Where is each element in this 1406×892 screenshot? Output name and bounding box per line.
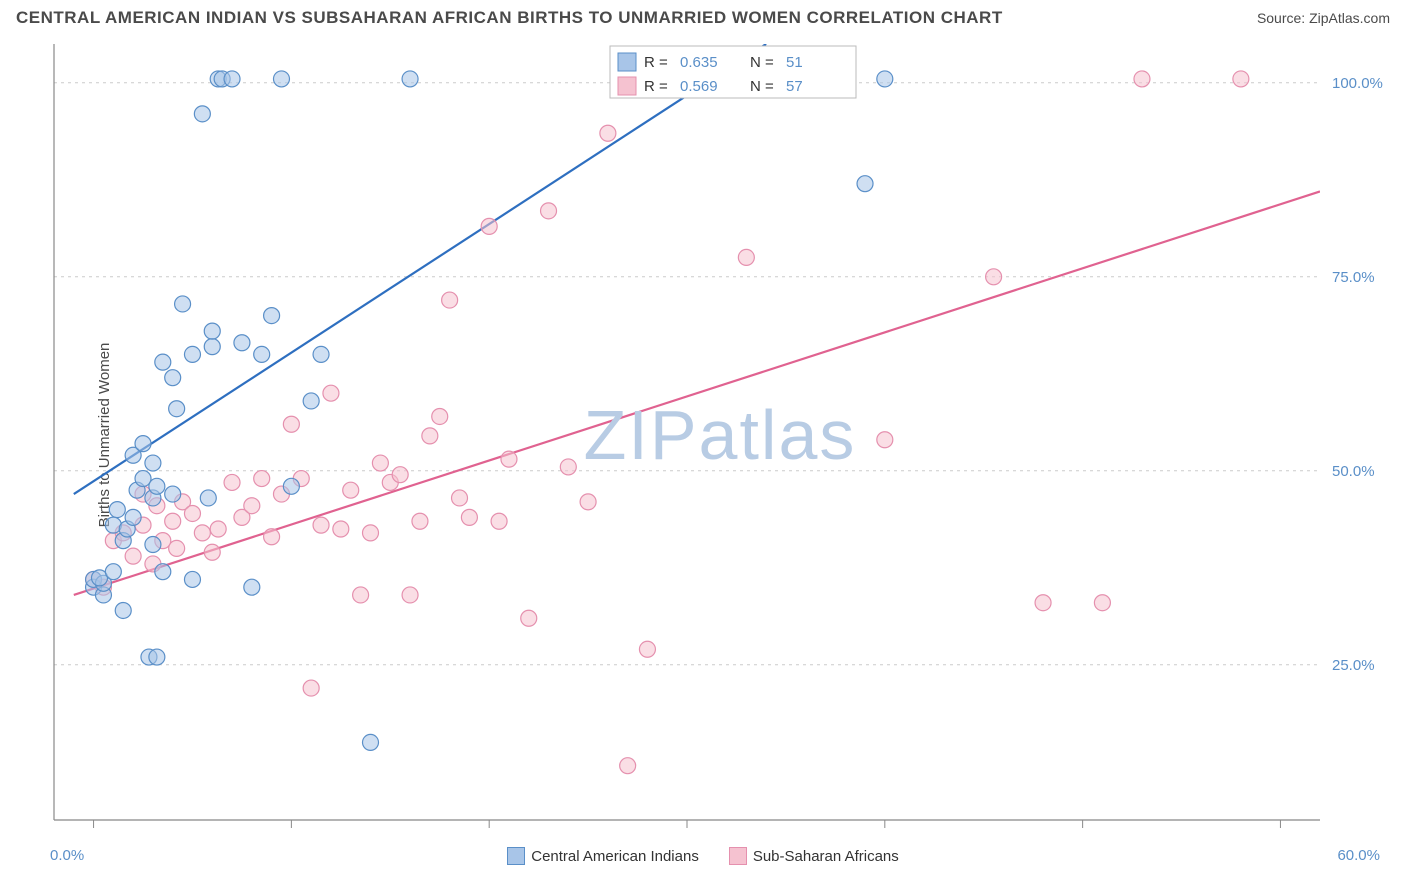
svg-text:N =: N = (750, 78, 774, 95)
svg-text:0.569: 0.569 (680, 78, 718, 95)
svg-text:0.635: 0.635 (680, 54, 718, 71)
scatter-plot: 25.0% 50.0% 75.0% 100.0% R = 0.635 N = 51 R = 0.5… (50, 40, 1390, 830)
bottom-legend: Central American Indians Sub-Saharan Afr… (0, 847, 1406, 865)
legend-item-blue: Central American Indians (507, 847, 699, 865)
legend-item-pink: Sub-Saharan Africans (729, 847, 899, 865)
svg-text:N =: N = (750, 54, 774, 71)
svg-text:75.0%: 75.0% (1332, 269, 1375, 286)
svg-text:25.0%: 25.0% (1332, 657, 1375, 674)
svg-text:100.0%: 100.0% (1332, 75, 1383, 92)
legend-label: Central American Indians (531, 848, 699, 865)
chart-header: CENTRAL AMERICAN INDIAN VS SUBSAHARAN AF… (0, 0, 1406, 32)
chart-title: CENTRAL AMERICAN INDIAN VS SUBSAHARAN AF… (16, 8, 1003, 28)
svg-text:R =: R = (644, 78, 668, 95)
svg-text:50.0%: 50.0% (1332, 463, 1375, 480)
legend-label: Sub-Saharan Africans (753, 848, 899, 865)
chart-source: Source: ZipAtlas.com (1257, 10, 1390, 26)
legend-box-icon (729, 847, 747, 865)
svg-text:57: 57 (786, 78, 803, 95)
chart-area: Births to Unmarried Women 25.0%50.0%75.0… (50, 40, 1390, 830)
legend-box-icon (507, 847, 525, 865)
svg-text:R =: R = (644, 54, 668, 71)
svg-text:51: 51 (786, 54, 803, 71)
